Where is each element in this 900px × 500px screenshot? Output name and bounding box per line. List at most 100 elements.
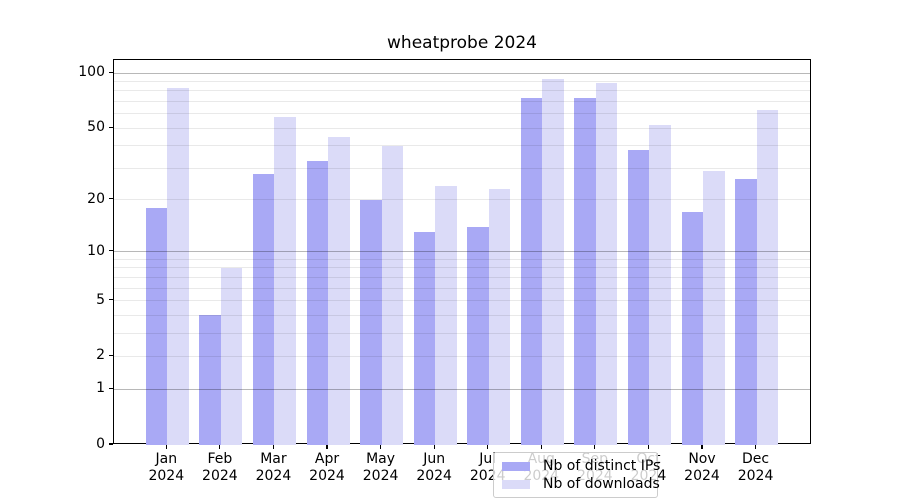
plot-area: Nb of distinct IPs Nb of downloads: [113, 59, 811, 498]
bar-ips-jun: [413, 232, 436, 445]
bar-ips-nov: [681, 212, 703, 445]
x-tick-mark: [754, 444, 757, 449]
x-tick-year: 2024: [202, 468, 238, 484]
y-tick-mark: [108, 71, 113, 73]
gridline-10: [114, 251, 810, 253]
gridline-60: [114, 113, 810, 115]
y-tick-label-0: 0: [96, 436, 105, 452]
x-tick-year: 2024: [362, 468, 399, 484]
x-tick-year: 2024: [148, 468, 185, 484]
gridline-50: [114, 127, 810, 129]
legend-swatch-downloads: [502, 479, 530, 489]
bar-ips-sep: [574, 98, 596, 445]
gridline-90: [114, 81, 810, 83]
x-tick-label-feb: Feb 2024: [188, 451, 252, 485]
x-tick-mark: [219, 444, 221, 449]
x-tick-mark: [379, 444, 382, 449]
y-tick-label-2: 2: [96, 347, 105, 364]
bar-ips-apr: [306, 160, 328, 445]
legend-item-downloads: Nb of downloads: [502, 476, 660, 492]
y-tick-mark: [108, 387, 113, 389]
y-tick-mark: [108, 126, 113, 128]
y-tick-label-100: 100: [78, 64, 105, 81]
gridline-7: [114, 276, 810, 278]
x-tick-mark: [433, 444, 435, 449]
x-tick-month: Dec: [742, 451, 770, 467]
bar-ips-jan: [145, 207, 168, 445]
gridline-4: [114, 314, 810, 316]
x-tick-month: Jun: [423, 451, 446, 467]
gridline-2: [114, 355, 810, 357]
x-tick-mark: [272, 444, 275, 449]
bar-downloads-feb: [220, 267, 243, 445]
x-tick-label-dec: Dec 2024: [724, 451, 788, 485]
x-tick-month: May: [366, 451, 396, 467]
x-tick-mark: [326, 444, 328, 449]
x-tick-month: Jan: [155, 451, 178, 467]
bar-downloads-jun: [435, 185, 457, 445]
x-tick-mark: [165, 444, 167, 449]
legend-item-ips: Nb of distinct IPs: [502, 458, 660, 474]
x-tick-mark: [701, 444, 703, 449]
x-tick-label-may: May 2024: [349, 451, 413, 485]
bar-ips-oct: [627, 149, 650, 445]
x-tick-label-apr: Apr 2024: [295, 451, 359, 485]
x-tick-year: 2024: [309, 468, 345, 484]
y-tick-mark: [108, 250, 113, 252]
gridline-8: [114, 267, 810, 269]
y-tick-label-50: 50: [87, 119, 105, 136]
x-tick-label-mar: Mar 2024: [241, 451, 305, 485]
gridline-6: [114, 287, 810, 289]
gridline-30: [114, 167, 810, 169]
y-tick-mark: [108, 443, 113, 445]
bar-downloads-sep: [595, 83, 618, 445]
y-tick-mark: [108, 354, 113, 357]
x-tick-month: Feb: [207, 451, 233, 467]
y-tick-label-20: 20: [87, 190, 105, 207]
legend-label: Nb of downloads: [543, 476, 660, 492]
y-tick-label-5: 5: [96, 291, 105, 308]
bar-ips-aug: [520, 98, 543, 445]
gridline-40: [114, 145, 810, 147]
bar-ips-dec: [735, 179, 757, 445]
bar-ips-feb: [199, 315, 221, 445]
x-tick-label-jan: Jan 2024: [134, 451, 198, 485]
bar-ips-mar: [252, 173, 275, 445]
bar-ips-may: [360, 199, 382, 445]
y-tick-mark: [108, 299, 113, 301]
x-tick-month: Mar: [260, 451, 287, 467]
y-tick-label-1: 1: [96, 380, 105, 397]
y-tick-label-10: 10: [87, 242, 105, 259]
x-tick-month: Jul: [479, 451, 497, 467]
x-tick-month: Nov: [688, 451, 716, 467]
gridline-9: [114, 259, 810, 260]
bar-downloads-aug: [542, 78, 564, 445]
x-tick-year: 2024: [737, 468, 774, 484]
bar-downloads-apr: [328, 136, 350, 445]
bar-downloads-jul: [488, 188, 511, 445]
bar-downloads-jan: [167, 88, 189, 445]
bar-downloads-may: [381, 145, 404, 445]
bar-downloads-mar: [274, 116, 296, 445]
x-tick-mark: [540, 444, 542, 449]
bar-downloads-dec: [756, 109, 779, 445]
x-tick-mark: [647, 444, 650, 449]
bar-ips-jul: [467, 226, 489, 445]
x-tick-month: Apr: [314, 451, 340, 467]
gridline-5: [114, 300, 810, 302]
gridline-20: [114, 199, 810, 201]
x-tick-mark: [487, 444, 489, 449]
y-tick-mark: [108, 198, 113, 200]
legend: Nb of distinct IPs Nb of downloads: [493, 452, 660, 498]
gridline-100: [114, 72, 810, 74]
legend-label: Nb of distinct IPs: [543, 458, 661, 474]
x-tick-label-jun: Jun 2024: [402, 451, 466, 485]
x-tick-year: 2024: [255, 468, 292, 484]
bar-downloads-nov: [703, 171, 725, 445]
x-tick-mark: [594, 444, 596, 449]
gridline-3: [114, 332, 810, 334]
chart-title: wheatprobe 2024: [387, 33, 537, 53]
x-tick-year: 2024: [416, 468, 452, 484]
legend-swatch-ips: [502, 461, 530, 471]
